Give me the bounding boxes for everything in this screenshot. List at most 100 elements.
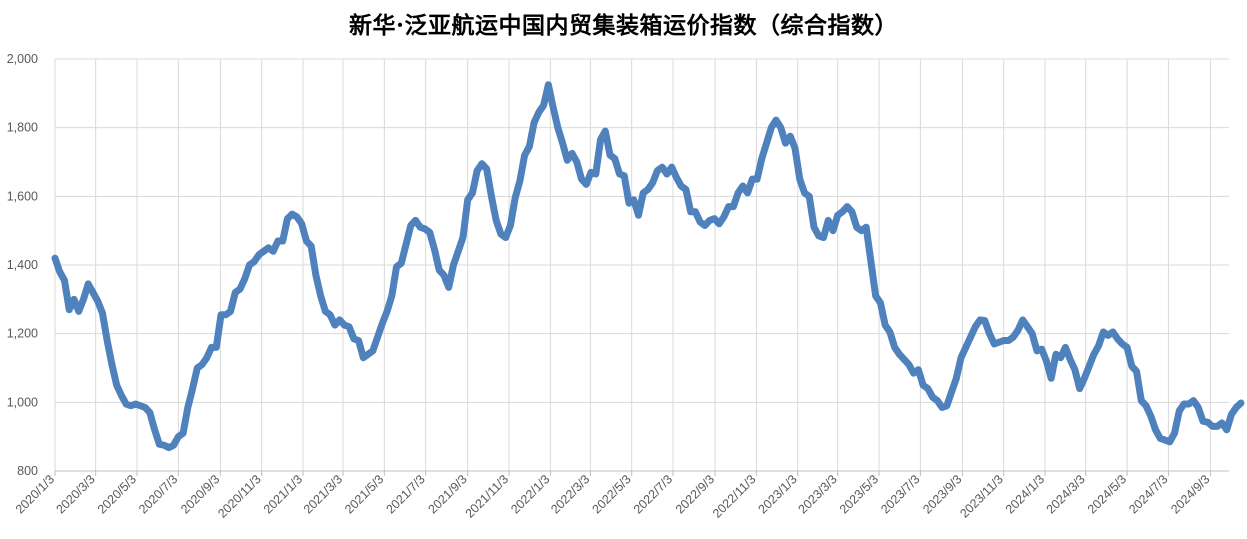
- data-point: [571, 152, 573, 154]
- data-point: [751, 178, 753, 180]
- data-point: [211, 346, 213, 348]
- data-point: [1055, 353, 1057, 355]
- data-point: [590, 171, 592, 173]
- data-point: [851, 211, 853, 213]
- data-point: [737, 192, 739, 194]
- data-point: [239, 288, 241, 290]
- x-tick-label: 2020/5/3: [95, 472, 139, 516]
- data-point: [1235, 406, 1237, 408]
- data-point: [253, 261, 255, 263]
- data-point: [728, 206, 730, 208]
- data-point: [125, 403, 127, 405]
- data-point: [78, 310, 80, 312]
- data-point: [305, 240, 307, 242]
- data-point: [452, 264, 454, 266]
- data-point: [690, 211, 692, 213]
- data-point: [547, 84, 549, 86]
- data-point: [775, 119, 777, 121]
- data-point: [1192, 400, 1194, 402]
- data-point: [97, 300, 99, 302]
- data-point: [514, 197, 516, 199]
- data-point: [272, 250, 274, 252]
- data-point: [903, 358, 905, 360]
- data-point: [884, 324, 886, 326]
- data-point: [343, 324, 345, 326]
- data-point: [92, 291, 94, 293]
- data-point: [699, 221, 701, 223]
- data-point: [989, 333, 991, 335]
- data-point: [595, 173, 597, 175]
- data-point: [377, 336, 379, 338]
- x-tick-label: 2023/11/3: [957, 472, 1006, 521]
- data-point: [315, 274, 317, 276]
- y-tick-label: 1,000: [7, 395, 38, 409]
- x-tick-label: 2023/5/3: [837, 472, 881, 516]
- data-point: [120, 394, 122, 396]
- data-point: [234, 291, 236, 293]
- data-point: [353, 338, 355, 340]
- data-point: [970, 336, 972, 338]
- data-point: [248, 264, 250, 266]
- x-tick-label: 2022/7/3: [631, 472, 675, 516]
- y-tick-label: 800: [17, 464, 38, 478]
- data-point: [1207, 421, 1209, 423]
- data-point: [1050, 377, 1052, 379]
- data-point: [348, 326, 350, 328]
- data-point: [1036, 350, 1038, 352]
- x-tick-label: 2024/3/3: [1044, 472, 1088, 516]
- axes: [54, 470, 1229, 476]
- y-tick-label: 1,600: [7, 189, 38, 203]
- data-point: [870, 261, 872, 263]
- data-point: [789, 135, 791, 137]
- data-point: [562, 142, 564, 144]
- x-tick-label: 2023/3/3: [796, 472, 840, 516]
- data-point: [1107, 334, 1109, 336]
- data-point: [552, 106, 554, 108]
- data-point: [400, 262, 402, 264]
- data-point: [1007, 340, 1009, 342]
- data-point: [1003, 340, 1005, 342]
- data-point: [1064, 346, 1066, 348]
- data-point: [1226, 429, 1228, 431]
- x-tick-label: 2024/5/3: [1085, 472, 1129, 516]
- x-tick-label: 2020/7/3: [136, 472, 180, 516]
- data-point: [1164, 439, 1166, 441]
- data-point: [1169, 441, 1171, 443]
- data-point: [685, 188, 687, 190]
- x-tick-label: 2020/3/3: [53, 472, 97, 516]
- data-point: [139, 405, 141, 407]
- data-point: [201, 364, 203, 366]
- data-point: [286, 218, 288, 220]
- data-point: [1211, 425, 1213, 427]
- gridlines: [54, 58, 1229, 471]
- data-point: [163, 444, 165, 446]
- data-point: [144, 406, 146, 408]
- data-point: [505, 237, 507, 239]
- data-point: [647, 188, 649, 190]
- data-point: [1183, 403, 1185, 405]
- x-tick-label: 2022/5/3: [590, 472, 634, 516]
- data-point: [158, 443, 160, 445]
- data-point: [785, 142, 787, 144]
- data-point: [1216, 425, 1218, 427]
- data-point: [955, 377, 957, 379]
- data-point: [471, 192, 473, 194]
- data-point: [68, 309, 70, 311]
- data-point: [742, 185, 744, 187]
- data-point: [130, 405, 132, 407]
- data-point: [1155, 429, 1157, 431]
- x-tick-label: 2021/11/3: [463, 472, 512, 521]
- data-point: [296, 216, 298, 218]
- data-point: [1026, 326, 1028, 328]
- data-point: [177, 436, 179, 438]
- data-point: [1041, 348, 1043, 350]
- data-point: [462, 237, 464, 239]
- data-point: [723, 216, 725, 218]
- data-point: [656, 170, 658, 172]
- data-point: [694, 211, 696, 213]
- data-point: [543, 104, 545, 106]
- data-point: [637, 214, 639, 216]
- data-point: [804, 192, 806, 194]
- data-point: [1145, 405, 1147, 407]
